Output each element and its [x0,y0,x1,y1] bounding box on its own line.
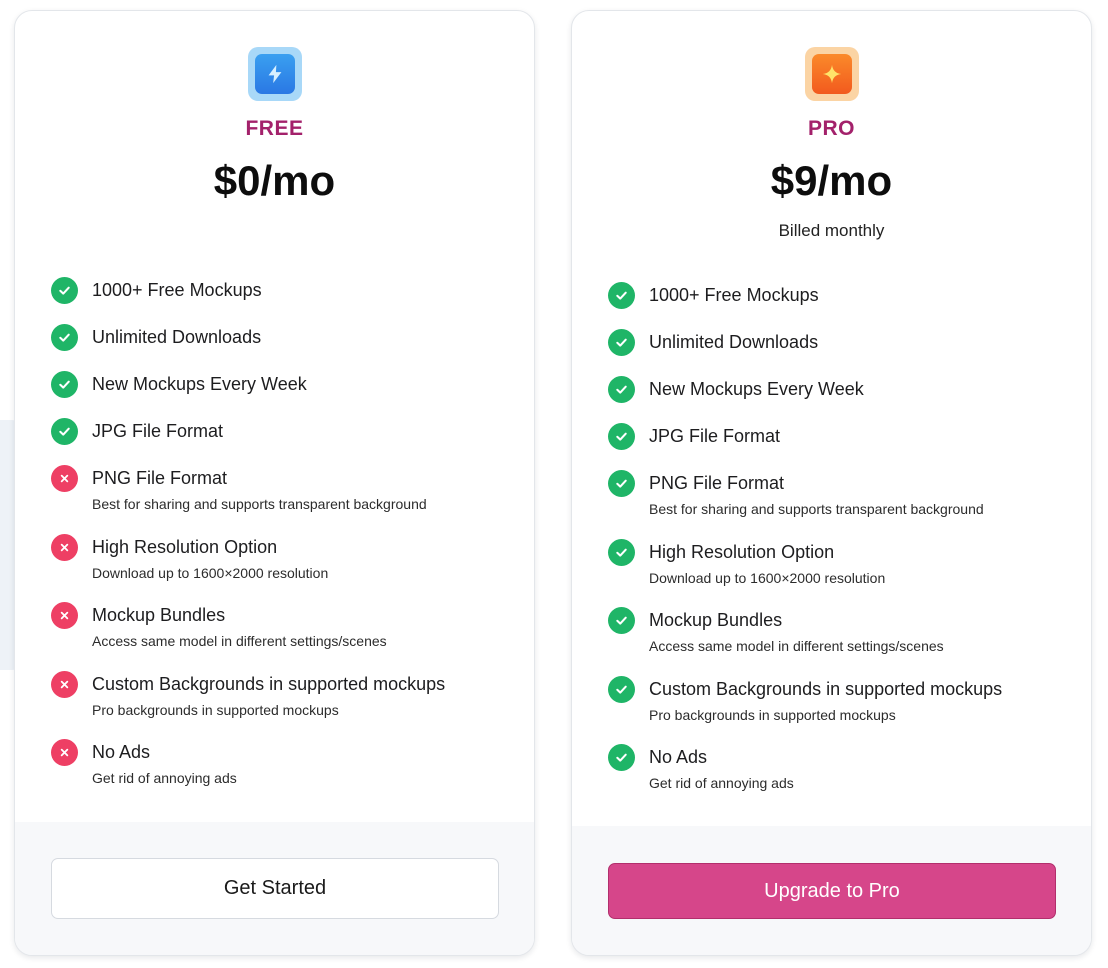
check-icon [608,675,635,703]
check-icon [51,418,78,445]
feature-title: Custom Backgrounds in supported mockups [92,673,446,694]
plan-card-free: FREE $0/mo 1000+ Free Mockups Unlimited … [14,10,535,956]
cross-icon [51,670,78,698]
feature-title: 1000+ Free Mockups [92,280,262,300]
feature-title: Custom Backgrounds in supported mockups [649,678,1003,699]
feature-subtitle: Get rid of annoying ads [92,770,237,786]
feature-subtitle: Pro backgrounds in supported mockups [649,706,896,723]
plan-name: PRO [807,117,855,140]
feature-item: JPG File Format [608,423,1068,470]
cross-icon [51,533,78,561]
feature-title: Mockup Bundles [649,610,783,630]
feature-subtitle: Best for sharing and supports transparen… [92,496,427,512]
feature-title: High Resolution Option [649,541,835,562]
feature-item: Custom Backgrounds in supported mockups … [608,675,1068,745]
plan-price: $0/mo [213,157,336,204]
check-icon [608,423,635,450]
check-icon [51,324,78,351]
feature-item: New Mockups Every Week [608,376,1068,423]
feature-subtitle: Access same model in different settings/… [649,638,944,654]
feature-title: Unlimited Downloads [649,332,819,352]
sparkle-icon [805,47,859,101]
lightning-icon [248,47,302,101]
check-icon [608,538,635,566]
check-icon [608,282,635,309]
feature-subtitle: Get rid of annoying ads [649,775,794,791]
plan-card-pro: PRO $9/mo Billed monthly 1000+ Free Mock… [571,10,1092,956]
feature-item: PNG File Format Best for sharing and sup… [608,470,1068,539]
cross-icon [51,602,78,629]
feature-item: Custom Backgrounds in supported mockups … [51,670,511,740]
feature-item: High Resolution Option Download up to 16… [608,538,1068,608]
check-icon [608,607,635,634]
feature-title: PNG File Format [92,468,228,488]
billing-note: Billed monthly [778,221,885,240]
check-icon [608,329,635,356]
feature-item: PNG File Format Best for sharing and sup… [51,465,511,534]
check-icon [608,470,635,497]
feature-item: Mockup Bundles Access same model in diff… [51,602,511,671]
feature-title: PNG File Format [649,473,785,493]
upgrade-to-pro-button[interactable]: Upgrade to Pro [608,863,1056,919]
feature-title: Mockup Bundles [92,605,226,625]
feature-item: No Ads Get rid of annoying ads [51,739,511,808]
feature-subtitle: Download up to 1600×2000 resolution [649,569,886,586]
feature-title: No Ads [649,747,708,767]
feature-item: Unlimited Downloads [51,324,511,371]
feature-title: JPG File Format [92,421,224,441]
check-icon [51,277,78,304]
feature-title: New Mockups Every Week [649,379,864,399]
feature-item: High Resolution Option Download up to 16… [51,533,511,603]
feature-title: 1000+ Free Mockups [649,285,819,305]
feature-list: 1000+ Free Mockups Unlimited Downloads N… [608,282,1068,813]
feature-list: 1000+ Free Mockups Unlimited Downloads N… [51,277,511,808]
feature-title: No Ads [92,742,151,762]
check-icon [608,744,635,771]
feature-item: Unlimited Downloads [608,329,1068,376]
feature-item: 1000+ Free Mockups [51,277,511,324]
feature-item: Mockup Bundles Access same model in diff… [608,607,1068,676]
feature-item: 1000+ Free Mockups [608,282,1068,329]
feature-item: No Ads Get rid of annoying ads [608,744,1068,813]
cross-icon [51,739,78,766]
feature-item: New Mockups Every Week [51,371,511,418]
feature-subtitle: Pro backgrounds in supported mockups [92,701,339,718]
feature-item: JPG File Format [51,418,511,465]
get-started-button[interactable]: Get Started [51,858,499,919]
feature-title: High Resolution Option [92,536,278,557]
feature-title: Unlimited Downloads [92,327,262,347]
plan-price: $9/mo [770,157,893,204]
feature-subtitle: Access same model in different settings/… [92,633,387,649]
feature-subtitle: Best for sharing and supports transparen… [649,501,984,517]
check-icon [608,376,635,403]
feature-title: JPG File Format [649,426,781,446]
check-icon [51,371,78,398]
cross-icon [51,465,78,492]
feature-subtitle: Download up to 1600×2000 resolution [92,564,329,581]
feature-title: New Mockups Every Week [92,374,307,394]
plan-name: FREE [245,117,304,140]
